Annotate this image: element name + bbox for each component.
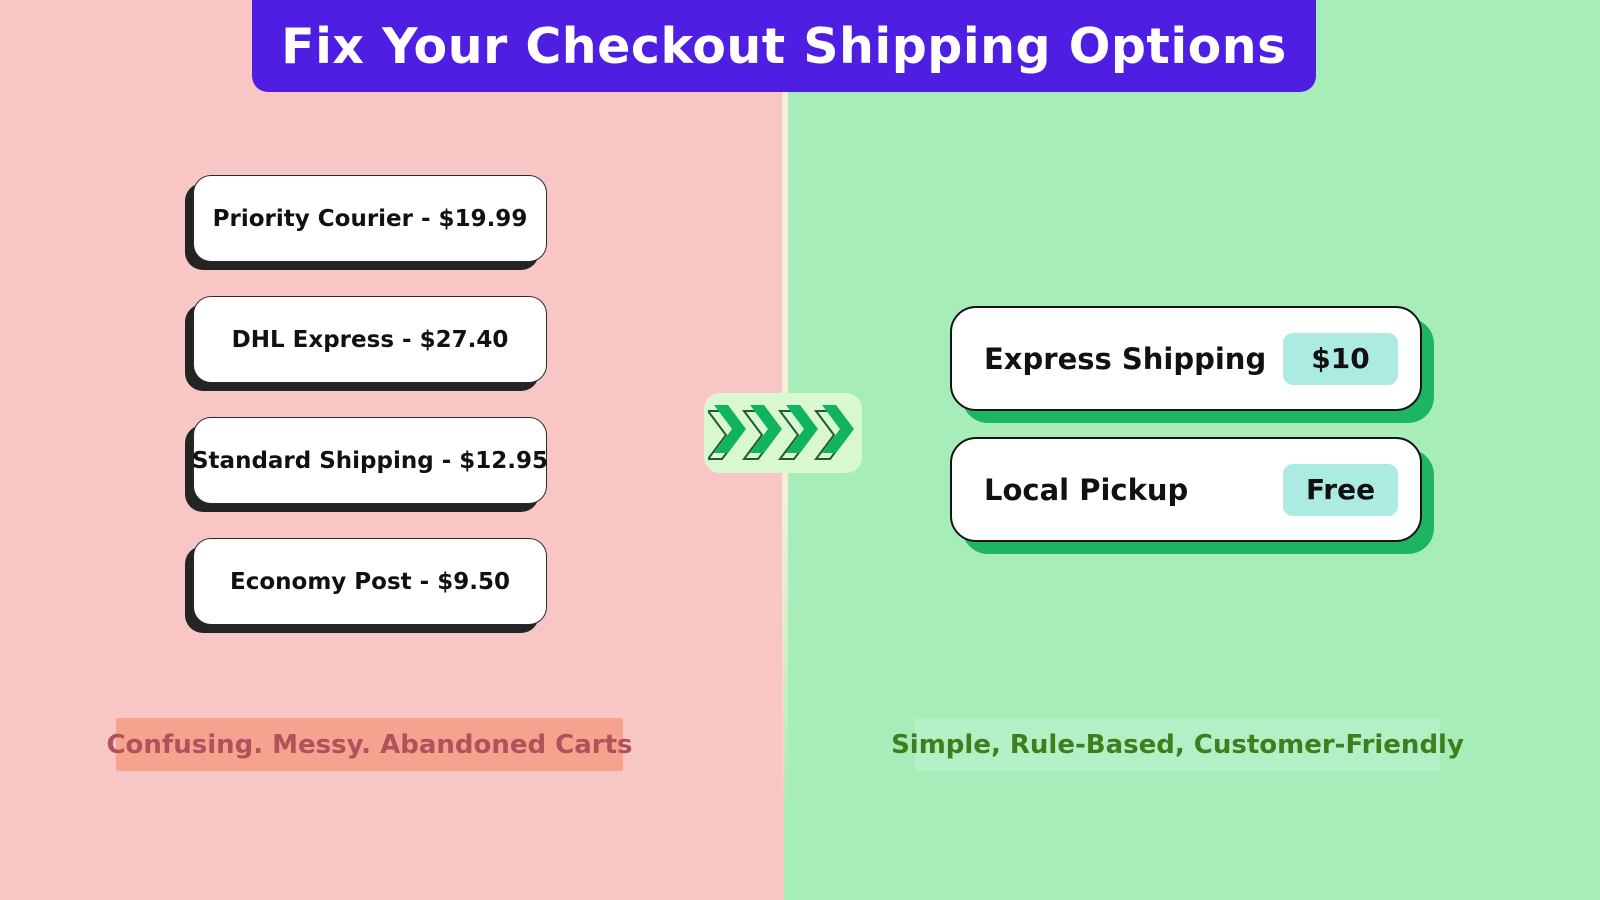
price-badge: $10 bbox=[1283, 332, 1398, 385]
shipping-option-dhl-express[interactable]: DHL Express - $27.40 bbox=[193, 296, 547, 383]
before-caption-text: Confusing. Messy. Abandoned Carts bbox=[106, 729, 633, 760]
header-banner: Fix Your Checkout Shipping Options bbox=[252, 0, 1316, 92]
shipping-option-priority-courier[interactable]: Priority Courier - $19.99 bbox=[193, 175, 547, 262]
shipping-option-label: Priority Courier - $19.99 bbox=[212, 205, 528, 232]
shipping-option-label: Local Pickup bbox=[984, 472, 1189, 507]
shipping-option-label: Express Shipping bbox=[984, 341, 1267, 376]
page-title: Fix Your Checkout Shipping Options bbox=[281, 17, 1287, 75]
shipping-option-label: DHL Express - $27.40 bbox=[231, 326, 509, 353]
shipping-option-local-pickup[interactable]: Local Pickup Free bbox=[950, 437, 1422, 542]
before-caption-highlight: Confusing. Messy. Abandoned Carts bbox=[106, 718, 633, 771]
after-caption-text: Simple, Rule-Based, Customer-Friendly bbox=[891, 729, 1464, 760]
after-caption-highlight: Simple, Rule-Based, Customer-Friendly bbox=[891, 718, 1464, 771]
shipping-option-express-shipping[interactable]: Express Shipping $10 bbox=[950, 306, 1422, 411]
price-badge: Free bbox=[1283, 463, 1398, 516]
shipping-option-standard-shipping[interactable]: Standard Shipping - $12.95 bbox=[191, 417, 549, 504]
price-value: Free bbox=[1305, 473, 1376, 506]
shipping-option-label: Economy Post - $9.50 bbox=[230, 568, 510, 595]
shipping-option-label: Standard Shipping - $12.95 bbox=[191, 447, 549, 474]
transformation-arrows-panel bbox=[704, 393, 862, 473]
shipping-option-economy-post[interactable]: Economy Post - $9.50 bbox=[193, 538, 547, 625]
quad-chevron-right-icon bbox=[708, 405, 854, 460]
price-value: $10 bbox=[1311, 342, 1370, 375]
